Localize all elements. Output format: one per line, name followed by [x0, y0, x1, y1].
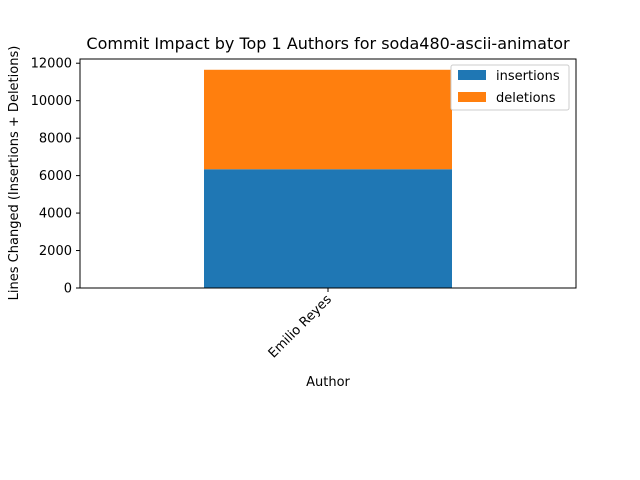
y-axis-label: Lines Changed (Insertions + Deletions): [7, 46, 22, 301]
y-tick-label: 10000: [31, 94, 72, 109]
y-tick-label: 8000: [39, 132, 72, 147]
legend-label-insertions: insertions: [496, 69, 560, 84]
x-tick-label: Emilio Reyes: [266, 292, 335, 361]
legend: insertions deletions: [450, 64, 570, 111]
y-tick-label: 2000: [39, 244, 72, 259]
legend-label-deletions: deletions: [496, 91, 556, 106]
bar-deletions: [204, 69, 452, 170]
y-tick-label: 0: [64, 282, 72, 297]
plot-area: Emilio Reyes 0 2000 4000 6000 8000 10000 12000: [31, 57, 577, 361]
chart-title: Commit Impact by Top 1 Authors for soda4…: [86, 34, 570, 53]
legend-swatch-deletions: [458, 92, 486, 102]
x-axis-label: Author: [306, 375, 350, 390]
y-tick-label: 6000: [39, 169, 72, 184]
y-tick-label: 12000: [31, 57, 72, 72]
legend-swatch-insertions: [458, 70, 486, 80]
y-tick-label: 4000: [39, 207, 72, 222]
axes-frame: [79, 58, 577, 289]
bar-insertions: [204, 169, 452, 288]
